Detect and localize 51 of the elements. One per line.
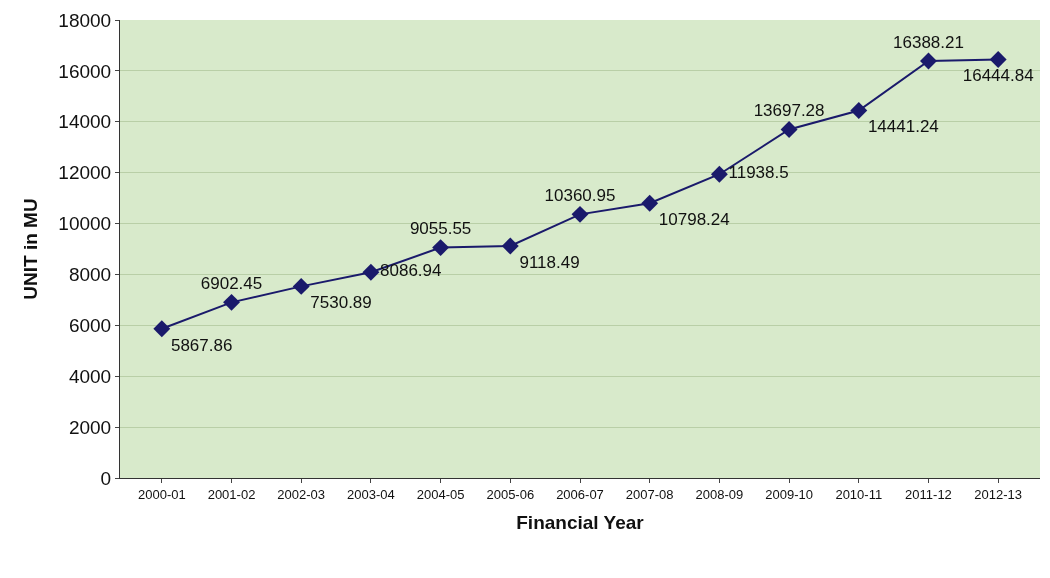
y-tick-label: 16000 xyxy=(58,60,112,82)
y-tick-label: 18000 xyxy=(58,9,112,31)
y-tick-label: 8000 xyxy=(68,264,112,286)
data-label: 10360.95 xyxy=(544,185,616,205)
x-tick-label: 2000-01 xyxy=(137,486,186,502)
point xyxy=(920,52,937,70)
y-tick-label: 2000 xyxy=(68,416,112,438)
x-axis-title: Financial Year xyxy=(516,512,645,534)
data-label: 6902.45 xyxy=(200,273,263,293)
data-label: 16444.84 xyxy=(962,66,1034,86)
point xyxy=(850,102,868,119)
x-tick-label: 2009-10 xyxy=(765,486,813,502)
data-label: 5867.86 xyxy=(170,335,233,355)
x-tick-label: 2005-06 xyxy=(486,486,535,502)
x-tick-label: 2007-08 xyxy=(625,486,674,502)
x-tick-label: 2010-11 xyxy=(835,486,883,502)
y-tick-label: 12000 xyxy=(58,162,112,184)
data-label: 8086.94 xyxy=(380,261,442,281)
point xyxy=(501,237,519,255)
y-tick-label: 14000 xyxy=(58,111,112,133)
y-tick-label: 4000 xyxy=(68,365,112,387)
point xyxy=(641,194,659,212)
point xyxy=(989,51,1007,69)
x-tick-label: 2002-03 xyxy=(277,486,326,502)
x-tick-label: 2001-02 xyxy=(207,486,256,502)
data-label: 16388.21 xyxy=(893,32,964,52)
point xyxy=(432,239,450,257)
x-tick-label: 2012-13 xyxy=(974,486,1023,502)
point xyxy=(571,205,589,223)
point xyxy=(362,263,380,281)
y-tick-label: 0 xyxy=(100,467,112,489)
point xyxy=(292,277,310,295)
y-tick-label: 6000 xyxy=(68,314,112,336)
data-label: 7530.89 xyxy=(310,293,372,313)
x-tick-label: 2008-09 xyxy=(695,486,744,502)
data-label: 9118.49 xyxy=(519,252,580,272)
point xyxy=(780,121,798,138)
point xyxy=(223,293,240,311)
point xyxy=(153,320,171,338)
data-label: 10798.24 xyxy=(658,210,730,230)
x-tick-label: 2006-07 xyxy=(556,486,604,502)
data-label: 11938.5 xyxy=(728,163,789,183)
x-tick-label: 2003-04 xyxy=(347,486,395,502)
data-label: 9055.55 xyxy=(409,219,472,239)
data-label: 13697.28 xyxy=(753,101,825,121)
x-tick-label: 2004-05 xyxy=(416,486,465,502)
point xyxy=(710,165,728,183)
y-axis-title: UNIT in MU xyxy=(20,198,42,300)
x-tick-label: 2011-12 xyxy=(905,486,952,502)
y-tick-label: 10000 xyxy=(58,213,112,235)
data-label: 14441.24 xyxy=(867,117,939,137)
